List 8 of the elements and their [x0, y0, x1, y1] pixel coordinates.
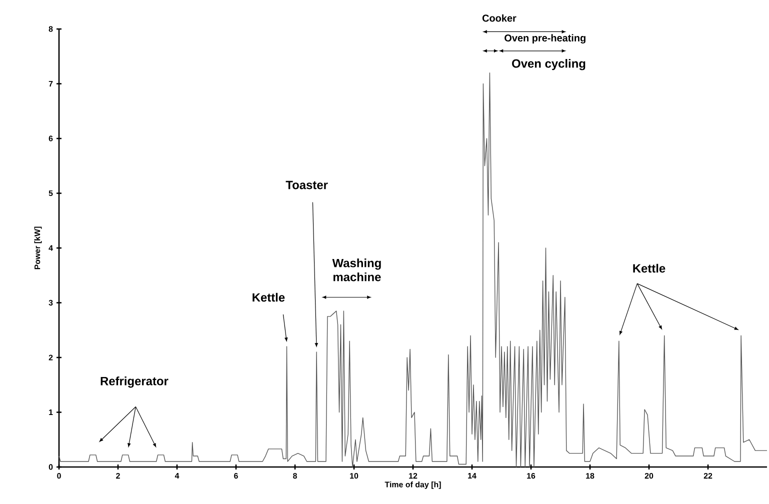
annotation: Kettle	[252, 292, 285, 302]
annotation: Washing machine	[332, 258, 381, 282]
annotation: Oven cycling	[512, 58, 586, 70]
annotation: Toaster	[286, 180, 328, 190]
annotation: Refrigerator	[100, 376, 168, 388]
annotation: Kettle	[633, 264, 666, 273]
annotation: Oven pre-heating	[504, 34, 586, 44]
text: Cooker	[482, 14, 516, 22]
